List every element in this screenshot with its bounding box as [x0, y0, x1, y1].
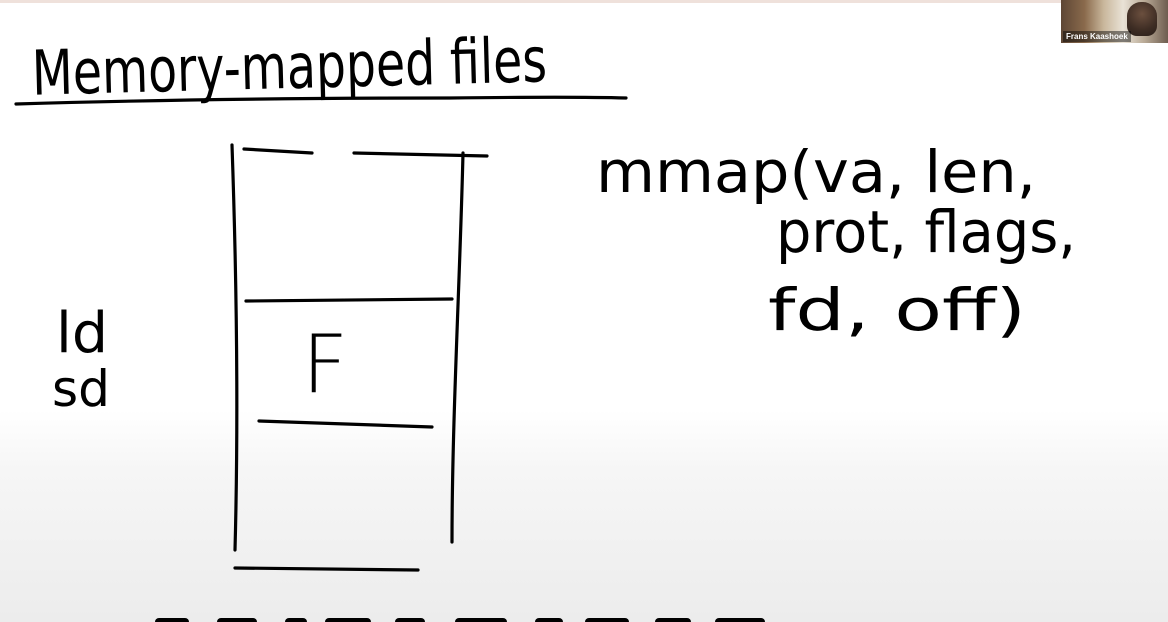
mmap-signature-line1: mmap(va, len,	[596, 138, 1036, 206]
load-note: ld	[56, 301, 108, 366]
mmap-signature-line2: prot, flags,	[776, 198, 1076, 266]
address-space-left-edge	[230, 143, 239, 552]
store-note: sd	[52, 360, 110, 418]
region-bottom-line	[257, 419, 434, 429]
participant-name-label: Frans Kaashoek	[1063, 31, 1131, 42]
cut-off-handwriting	[155, 604, 855, 622]
region-top-line	[244, 297, 454, 303]
participant-video-thumbnail[interactable]: Frans Kaashoek	[1061, 0, 1168, 43]
window-top-edge	[0, 0, 1168, 3]
address-space-right-edge	[450, 151, 465, 544]
title-underline	[14, 95, 628, 106]
participant-video-feed	[1127, 2, 1157, 36]
address-space-bottom-line	[233, 566, 420, 572]
address-space-top-line	[242, 147, 489, 158]
mapped-region-label: F	[302, 318, 348, 411]
mmap-signature-line3: fd, off)	[768, 276, 1026, 344]
whiteboard-title: Memory-mapped files	[31, 23, 548, 109]
